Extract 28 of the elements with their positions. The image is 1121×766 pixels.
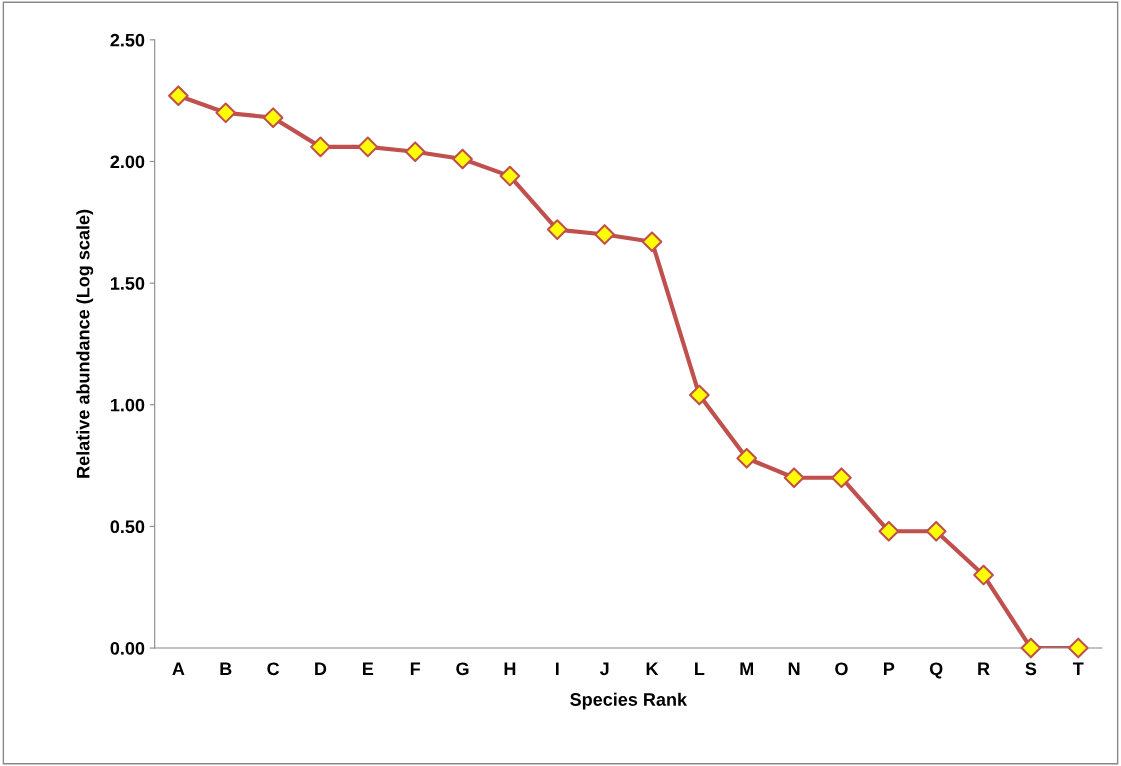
x-tick-label: F bbox=[410, 662, 421, 676]
x-tick-label: H bbox=[504, 662, 516, 676]
y-tick-label: 1.00 bbox=[110, 398, 145, 412]
x-tick-label: M bbox=[740, 662, 754, 676]
x-tick-label: T bbox=[1072, 662, 1084, 676]
x-tick-label: A bbox=[172, 662, 185, 676]
x-tick-label: L bbox=[695, 662, 705, 676]
x-tick-label: R bbox=[978, 662, 990, 676]
x-axis-title: Species Rank bbox=[570, 692, 688, 710]
y-tick-label: 1.50 bbox=[110, 277, 145, 290]
y-tick-label: 0.00 bbox=[110, 641, 145, 655]
x-tick-label: G bbox=[456, 662, 469, 676]
y-axis-title: Relative abundance (Log scale) bbox=[76, 209, 94, 478]
x-tick-label: P bbox=[884, 662, 895, 676]
y-tick-label: 2.00 bbox=[110, 155, 145, 169]
x-tick-label: J bbox=[599, 662, 609, 676]
x-tick-label: Q bbox=[929, 662, 943, 679]
x-tick-label: C bbox=[267, 662, 280, 676]
x-tick-label: K bbox=[646, 662, 659, 676]
x-tick-label: N bbox=[788, 662, 800, 676]
x-tick-label: S bbox=[1025, 662, 1037, 676]
x-tick-label: D bbox=[315, 662, 327, 676]
y-tick-label: 0.50 bbox=[110, 520, 145, 534]
y-tick-label: 2.50 bbox=[110, 33, 145, 47]
x-tick-label: B bbox=[220, 662, 232, 676]
x-tick-label: E bbox=[363, 662, 374, 676]
x-tick-label: O bbox=[835, 662, 848, 676]
x-tick-label: I bbox=[555, 662, 559, 676]
